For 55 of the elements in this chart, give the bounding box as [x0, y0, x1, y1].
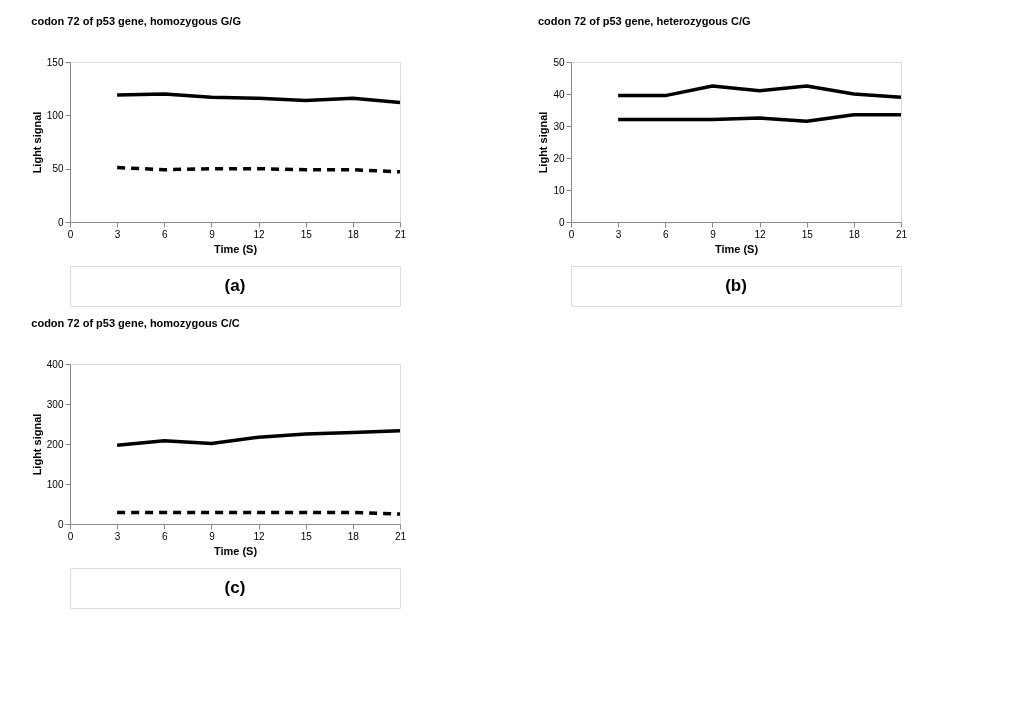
y-tick-label: 0 [57, 518, 64, 530]
y-tick-label: 300 [46, 398, 64, 410]
x-tick-label: 15 [801, 228, 814, 240]
x-tick-label: 3 [114, 228, 121, 240]
y-tick-label: 400 [46, 358, 64, 370]
x-axis-title: Time (S) [213, 544, 258, 557]
x-tick-label: 12 [253, 530, 266, 542]
y-axis-title: Light signal [30, 111, 43, 174]
chart-title: codon 72 of p53 gene, homozygous G/G [31, 15, 241, 27]
y-tick-label: 0 [558, 216, 565, 228]
line-series [115, 92, 402, 105]
y-tick-label: 50 [52, 163, 64, 175]
y-axis-title: Light signal [30, 413, 43, 476]
text: (c) [224, 578, 246, 597]
x-tick-label: 21 [394, 530, 407, 542]
x-tick-label: 21 [394, 228, 407, 240]
x-tick-label: 15 [300, 530, 313, 542]
x-tick-label: 12 [253, 228, 266, 240]
line-series [616, 113, 903, 123]
x-tick-label: 12 [754, 228, 767, 240]
line-series [616, 84, 903, 99]
x-axis-title: Time (S) [714, 242, 759, 255]
y-tick-label: 0 [57, 216, 64, 228]
y-tick-label: 100 [46, 109, 64, 121]
x-tick-label: 0 [67, 228, 74, 240]
x-tick-label: 0 [67, 530, 74, 542]
x-tick-label: 18 [347, 530, 360, 542]
y-tick-label: 50 [553, 56, 565, 68]
x-tick-label: 9 [710, 228, 717, 240]
y-tick-label: 20 [553, 152, 565, 164]
x-tick-label: 21 [895, 228, 908, 240]
chart-title: codon 72 of p53 gene, heterozygous C/G [537, 15, 751, 27]
y-tick-label: 30 [553, 120, 565, 132]
y-tick-label: 10 [553, 184, 565, 196]
x-tick-label: 6 [162, 228, 168, 240]
y-tick-label: 100 [46, 478, 64, 490]
y-tick-label: 40 [553, 88, 565, 100]
x-tick-label: 9 [209, 228, 216, 240]
x-tick-label: 18 [347, 228, 360, 240]
x-tick-label: 9 [209, 530, 216, 542]
x-tick-label: 15 [300, 228, 313, 240]
y-axis-title: Light signal [537, 111, 550, 174]
text: (b) [725, 276, 747, 295]
line-series [115, 429, 402, 447]
y-tick-label: 200 [46, 438, 64, 450]
chart-title: codon 72 of p53 gene, homozygous C/C [31, 317, 240, 329]
text: (a) [224, 276, 246, 295]
x-tick-label: 18 [848, 228, 861, 240]
x-axis-title: Time (S) [213, 242, 258, 255]
x-tick-label: 3 [114, 530, 121, 542]
y-tick-label: 150 [46, 56, 64, 68]
x-tick-label: 6 [162, 530, 168, 542]
x-tick-label: 6 [663, 228, 669, 240]
x-tick-label: 0 [568, 228, 575, 240]
x-tick-label: 3 [615, 228, 622, 240]
